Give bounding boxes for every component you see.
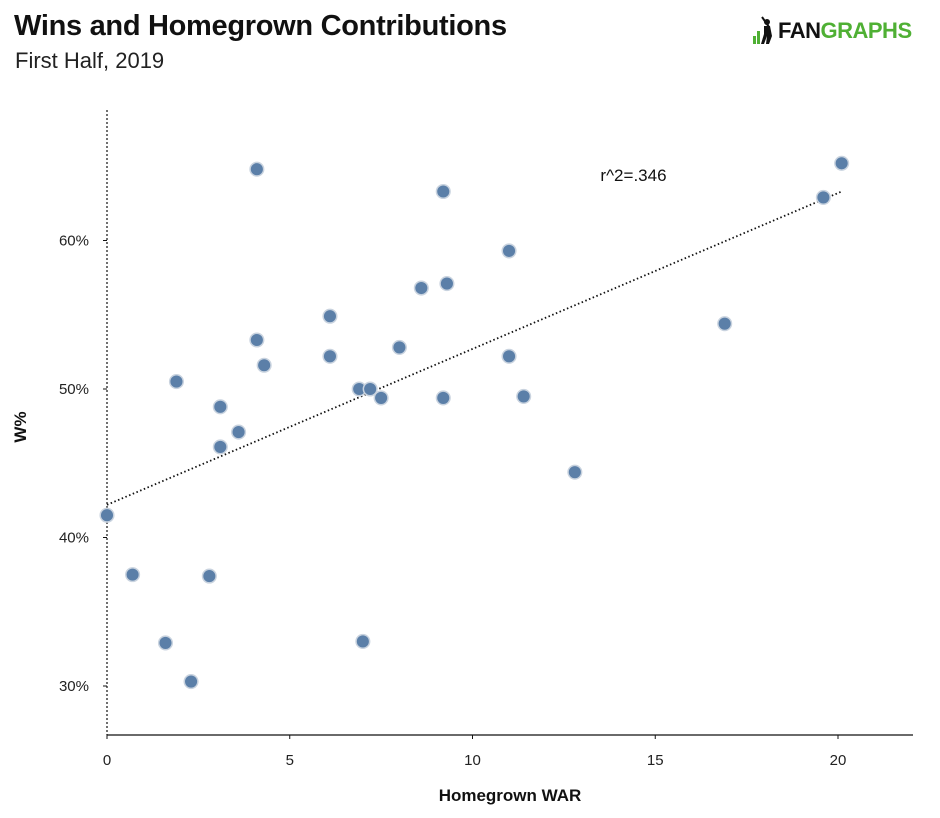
r-squared-annotation: r^2=.346 [600,166,666,185]
data-point [413,280,429,296]
data-point [362,381,378,397]
x-tick-label: 5 [286,752,294,769]
data-point [567,464,583,480]
data-point [391,339,407,355]
batter-icon [753,16,772,44]
data-point [834,155,850,171]
data-point [231,424,247,440]
chart-title: Wins and Homegrown Contributions [14,10,507,42]
data-point [355,633,371,650]
data-point [212,399,228,415]
chart-subtitle: First Half, 2019 [15,48,165,73]
data-point [435,390,451,406]
axis-labels: 0 5 10 15 20 30% 40% 50% 60% Homegrown WAR W% r^2=.… [11,166,846,805]
logo-text-graphs: GRAPHS [820,18,913,43]
data-point [183,673,199,690]
trendline [106,190,843,506]
y-tick-label: 30% [59,678,89,695]
data-point [435,183,451,200]
data-point [249,161,265,177]
fangraphs-logo: FAN GRAPHS [752,16,912,46]
x-tick-label: 15 [647,752,664,769]
x-tick-label: 20 [830,752,847,769]
x-tick-label: 10 [464,752,481,769]
data-point [516,388,532,404]
data-point [212,439,228,455]
data-point [439,276,455,292]
y-tick-label: 50% [59,381,89,398]
data-point [501,243,517,259]
y-tick-label: 60% [59,233,89,250]
logo-text-fan: FAN [778,18,821,43]
data-point [157,635,174,651]
data-point [501,348,517,364]
axes [103,110,913,739]
data-points [99,155,850,690]
trendline-path [106,190,843,506]
data-point [322,308,338,324]
data-point [373,390,389,406]
data-point [717,316,733,332]
data-point [256,357,272,373]
data-point [249,332,265,348]
x-tick-label: 0 [103,752,111,769]
data-point [201,568,217,584]
data-point [125,567,141,583]
x-axis-title: Homegrown WAR [439,786,582,805]
data-point [99,507,115,523]
y-axis-title: W% [11,411,30,442]
data-point [168,374,184,390]
data-point [815,189,831,205]
data-point [322,348,338,364]
y-tick-label: 40% [59,530,89,547]
